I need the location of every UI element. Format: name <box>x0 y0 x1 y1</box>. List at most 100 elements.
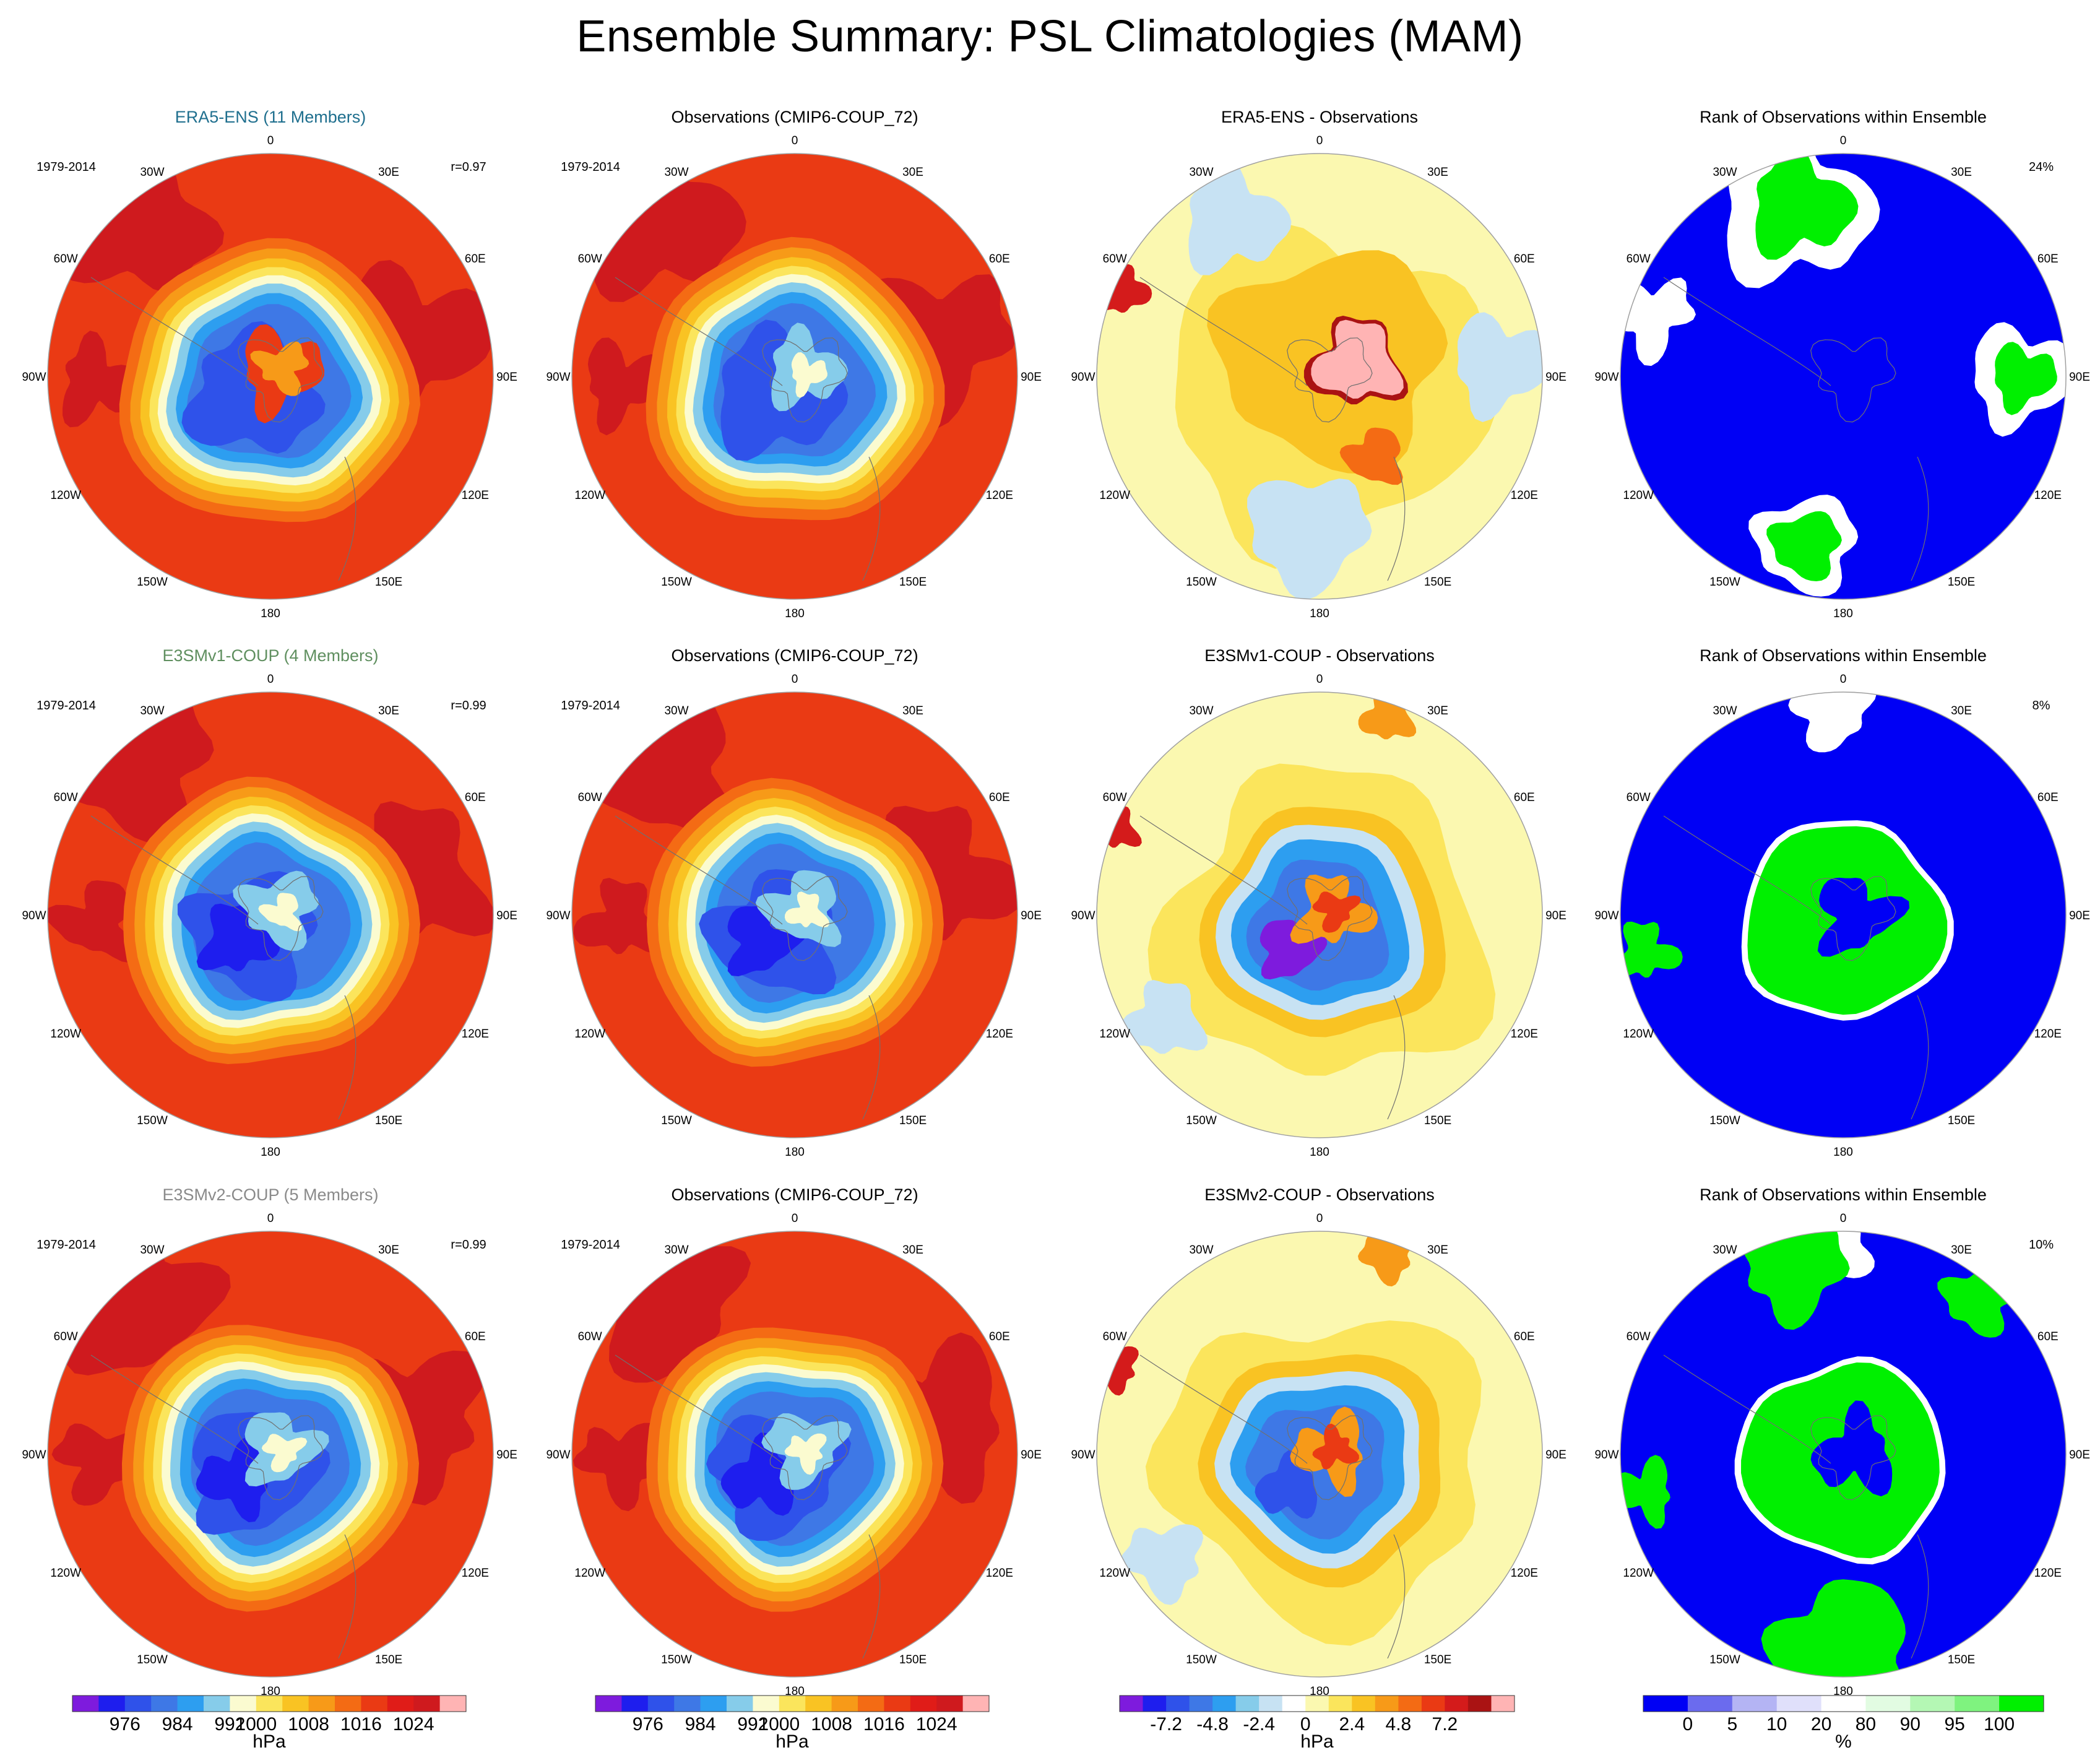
colorbar-swatch <box>1120 1696 1143 1712</box>
longitude-label: 150E <box>899 1114 927 1127</box>
negative-anomaly <box>1121 980 1208 1054</box>
longitude-label: 60W <box>1103 1330 1127 1343</box>
antarctica-coastline <box>762 337 848 423</box>
australia-coastline <box>1911 1534 1929 1659</box>
longitude-label: 60W <box>1627 791 1651 804</box>
australia-coastline <box>1911 995 1929 1120</box>
longitude-label: 0 <box>1840 134 1847 147</box>
longitude-label: 150E <box>899 1653 927 1666</box>
longitude-label: 150E <box>375 576 402 589</box>
longitude-label: 120W <box>1623 1567 1654 1580</box>
panel-title: Observations (CMIP6-COUP_72) <box>671 108 918 126</box>
antarctic-plateau <box>784 1433 827 1475</box>
longitude-label: 30W <box>664 1244 688 1257</box>
period-label: 1979-2014 <box>561 1238 620 1252</box>
positive-anomaly <box>1339 427 1403 485</box>
longitude-label: 150W <box>1186 1653 1217 1666</box>
longitude-label: 150E <box>375 1114 402 1127</box>
longitude-label: 120E <box>462 1567 489 1580</box>
australia-coastline <box>1387 456 1406 581</box>
australia-coastline <box>862 456 881 581</box>
colorbar-frame <box>1643 1695 2044 1712</box>
south-america-coastline <box>615 277 783 386</box>
corner-stat-label: r=0.99 <box>451 699 486 713</box>
longitude-label: 120E <box>986 1028 1013 1041</box>
colorbar-tick-label: 0 <box>1683 1714 1693 1735</box>
longitude-label: 120W <box>50 1028 81 1041</box>
south-america-coastline <box>1663 815 1831 925</box>
antarctica-coastline <box>1287 337 1373 423</box>
longitude-label: 150E <box>1424 1653 1451 1666</box>
map-panel-5: E3SMv1-COUP (4 Members) 1979-2014 r=0.99 0 3… <box>22 646 517 1159</box>
colorbar-unit-label: hPa <box>776 1731 809 1752</box>
map-boundary <box>47 691 494 1138</box>
colorbar-swatch <box>1259 1696 1283 1712</box>
colorbar-swatch <box>1865 1696 1911 1712</box>
colorbar-tick-label: 80 <box>1856 1714 1876 1735</box>
longitude-label: 120E <box>2034 1028 2062 1041</box>
antarctica-coastline <box>1810 337 1896 423</box>
longitude-label: 30E <box>1951 704 1972 717</box>
longitude-label: 30E <box>1951 166 1972 179</box>
antarctica-coastline <box>1287 876 1373 961</box>
longitude-label: 0 <box>267 134 274 147</box>
longitude-label: 30W <box>664 704 688 717</box>
longitude-label: 90E <box>496 371 517 384</box>
period-label: 1979-2014 <box>37 1238 96 1252</box>
map-boundary <box>1620 153 2067 600</box>
map-boundary <box>1096 153 1543 600</box>
colorbar-swatch <box>1212 1696 1237 1712</box>
colorbar-swatch <box>884 1696 911 1712</box>
antarctica-coastline <box>762 1415 848 1501</box>
longitude-label: 120W <box>574 1567 605 1580</box>
colorbar-swatch <box>1643 1696 1688 1712</box>
south-america-coastline <box>1663 277 1831 386</box>
colorbar-tick-label: 1024 <box>916 1714 957 1735</box>
longitude-label: 30W <box>1713 166 1737 179</box>
australia-coastline <box>338 1534 356 1659</box>
longitude-label: 180 <box>1833 1685 1853 1698</box>
longitude-label: 60E <box>2037 253 2059 266</box>
map-panel-3: ERA5-ENS - Observations 0 30E 60E 90E 120E 150… <box>1071 108 1566 620</box>
longitude-label: 60E <box>989 1330 1010 1343</box>
longitude-label: 60E <box>1514 1330 1535 1343</box>
colorbar-unit-label: hPa <box>1300 1731 1334 1752</box>
panel-title: E3SMv2-COUP - Observations <box>1204 1185 1435 1204</box>
colorbar-tick-label: 2.4 <box>1339 1714 1365 1735</box>
longitude-label: 90W <box>546 371 570 384</box>
colorbar-swatch <box>727 1696 753 1712</box>
australia-coastline <box>1387 1534 1406 1659</box>
longitude-label: 150W <box>661 576 692 589</box>
rank-above-range <box>1995 342 2057 415</box>
period-label: 1979-2014 <box>561 160 620 174</box>
longitude-label: 90E <box>2069 909 2090 922</box>
colorbar-swatch <box>256 1696 283 1712</box>
colorbar-tick-label: 90 <box>1900 1714 1921 1735</box>
colorbar-swatch <box>1910 1696 1955 1712</box>
colorbar-swatch <box>98 1696 126 1712</box>
colorbar-swatch <box>1687 1696 1733 1712</box>
period-label: 1979-2014 <box>561 699 620 713</box>
map-panel-9: E3SMv2-COUP (5 Members) 1979-2014 r=0.99 0 3… <box>22 1185 517 1698</box>
antarctica-coastline <box>238 1415 324 1501</box>
south-america-coastline <box>615 815 783 925</box>
colorbar-swatch <box>621 1696 649 1712</box>
longitude-label: 60E <box>465 791 486 804</box>
colorbar-swatch <box>1491 1696 1515 1712</box>
antarctic-plateau <box>250 341 309 396</box>
map-boundary <box>571 691 1018 1138</box>
longitude-label: 90W <box>546 1449 570 1462</box>
longitude-label: 150W <box>661 1114 692 1127</box>
colorbar-swatch <box>1732 1696 1778 1712</box>
longitude-label: 90W <box>22 1449 46 1462</box>
longitude-label: 60E <box>465 253 486 266</box>
colorbar-tick-label: 1008 <box>288 1714 329 1735</box>
longitude-label: 90W <box>22 909 46 922</box>
longitude-label: 120W <box>574 489 605 502</box>
longitude-label: 30W <box>1189 704 1213 717</box>
colorbar-tick-label: -2.4 <box>1243 1714 1275 1735</box>
panel-title: E3SMv1-COUP (4 Members) <box>162 646 378 665</box>
rank-above-range <box>1620 1455 1670 1529</box>
